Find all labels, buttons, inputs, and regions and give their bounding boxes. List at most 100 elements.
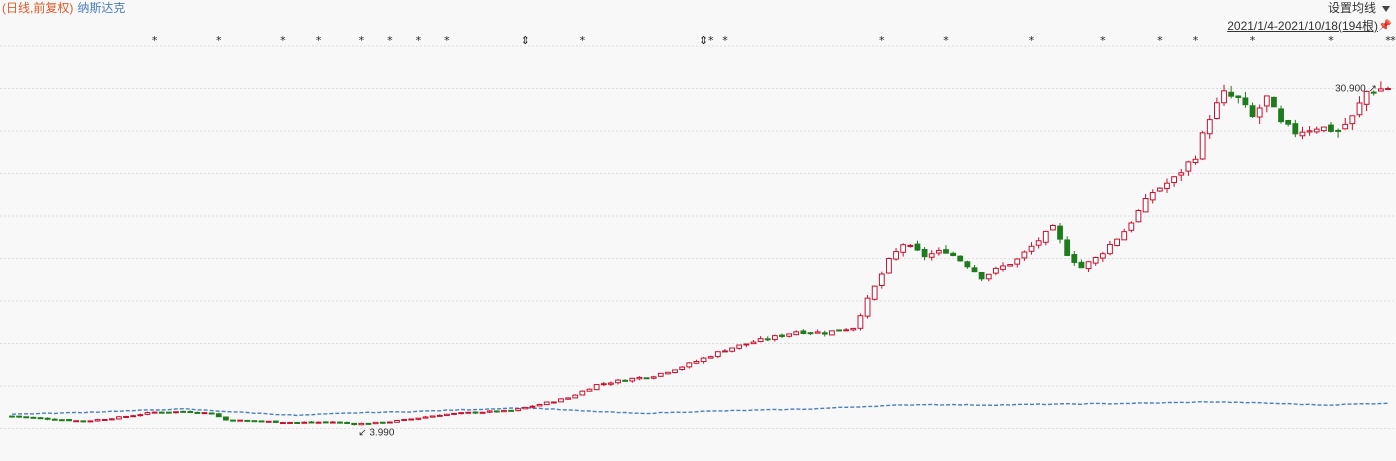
candle xyxy=(508,409,514,412)
candle xyxy=(1228,85,1235,99)
event-marker[interactable]: * xyxy=(580,34,586,47)
candle xyxy=(750,340,757,345)
candle-body xyxy=(329,421,336,424)
event-marker[interactable]: * xyxy=(444,34,450,47)
event-marker[interactable]: * xyxy=(1029,34,1035,47)
candle-body xyxy=(315,421,322,424)
candle xyxy=(1328,122,1334,133)
candle xyxy=(194,411,201,414)
candle xyxy=(237,419,244,422)
candle xyxy=(444,413,450,417)
candle-body xyxy=(843,329,850,332)
candle-body xyxy=(165,411,172,414)
candle xyxy=(408,418,415,421)
event-marker[interactable]: * xyxy=(280,34,286,47)
candle-body xyxy=(529,405,536,408)
candle-body xyxy=(836,329,842,332)
candle-body xyxy=(408,418,415,421)
candle xyxy=(985,273,992,282)
candle-body xyxy=(144,412,151,415)
candle-body xyxy=(828,330,835,336)
candle xyxy=(180,410,187,413)
candle xyxy=(1306,126,1313,136)
candle-body xyxy=(1249,105,1256,118)
event-marker[interactable]: * xyxy=(216,34,222,47)
candle xyxy=(1242,91,1249,108)
event-marker[interactable]: * xyxy=(722,34,728,47)
low-price-label: ↙ 3.990 xyxy=(358,428,395,439)
candle-body xyxy=(1071,254,1078,263)
candle xyxy=(679,366,686,371)
candle xyxy=(536,403,543,407)
candle-body xyxy=(1000,265,1006,270)
candle-body xyxy=(878,273,885,286)
candle-body xyxy=(707,356,714,359)
candle-body xyxy=(37,417,44,420)
candle xyxy=(828,330,835,336)
candle-body xyxy=(486,410,493,413)
event-marker[interactable]: * xyxy=(1157,34,1163,47)
ma-setting-button[interactable]: 设置均线 xyxy=(1328,0,1390,16)
candle-body xyxy=(1035,240,1042,246)
event-marker[interactable]: * xyxy=(416,34,422,47)
event-marker[interactable]: * xyxy=(152,34,158,47)
event-marker[interactable]: * xyxy=(708,34,714,47)
candle xyxy=(1028,242,1035,255)
candle xyxy=(80,420,87,423)
candle xyxy=(137,413,144,417)
candle-body xyxy=(657,372,664,377)
event-marker[interactable]: * xyxy=(1390,34,1396,47)
pin-icon[interactable]: 📌 xyxy=(1378,20,1392,32)
candle-body xyxy=(950,252,956,257)
event-marker[interactable]: * xyxy=(943,34,949,47)
event-marker[interactable]: * xyxy=(1250,34,1256,47)
candle-body xyxy=(1306,130,1313,133)
chart-legend: (日线,前复权) 纳斯达克 xyxy=(2,0,125,16)
candle-body xyxy=(422,416,429,419)
candle-body xyxy=(123,415,129,418)
event-marker[interactable]: * xyxy=(1385,34,1391,47)
candle xyxy=(1185,160,1192,176)
ma-setting-label: 设置均线 xyxy=(1327,1,1376,15)
event-marker[interactable]: ⇕ xyxy=(521,34,530,47)
candle-body xyxy=(208,412,215,415)
candle-body xyxy=(215,413,222,418)
candle-body xyxy=(444,413,450,417)
date-range-label[interactable]: 2021/1/4-2021/10/18(194根) xyxy=(1227,19,1378,33)
event-marker[interactable]: * xyxy=(387,34,393,47)
candle xyxy=(900,243,907,257)
candle xyxy=(94,418,101,422)
event-marker[interactable]: ⇕ xyxy=(699,34,708,47)
candle xyxy=(1335,128,1341,138)
index-label[interactable]: 纳斯达克 xyxy=(77,1,126,15)
candle xyxy=(1164,178,1170,193)
candle xyxy=(643,377,650,380)
candle-body xyxy=(650,376,657,379)
candle xyxy=(1249,102,1256,118)
event-marker[interactable]: * xyxy=(1100,34,1106,47)
candle xyxy=(800,329,807,335)
candle xyxy=(615,379,621,385)
candle-body xyxy=(237,419,244,422)
event-marker[interactable]: * xyxy=(316,34,322,47)
candle xyxy=(1199,130,1206,161)
candle xyxy=(422,415,429,419)
candle-body xyxy=(1285,120,1292,125)
event-marker[interactable]: * xyxy=(359,34,365,47)
candle xyxy=(1370,90,1377,96)
candle xyxy=(886,257,892,274)
event-marker[interactable]: * xyxy=(1193,34,1199,47)
candle-body xyxy=(301,421,308,424)
event-marker[interactable]: * xyxy=(1328,34,1334,47)
candle-body xyxy=(415,417,422,420)
candle xyxy=(251,420,258,423)
candle xyxy=(458,412,465,415)
chart-grid xyxy=(0,45,1396,429)
candle-body xyxy=(1064,239,1071,256)
candle-body xyxy=(244,419,251,422)
event-marker[interactable]: * xyxy=(879,34,885,47)
candle-body xyxy=(379,421,386,424)
candle-body xyxy=(900,244,907,253)
candle xyxy=(707,355,714,359)
